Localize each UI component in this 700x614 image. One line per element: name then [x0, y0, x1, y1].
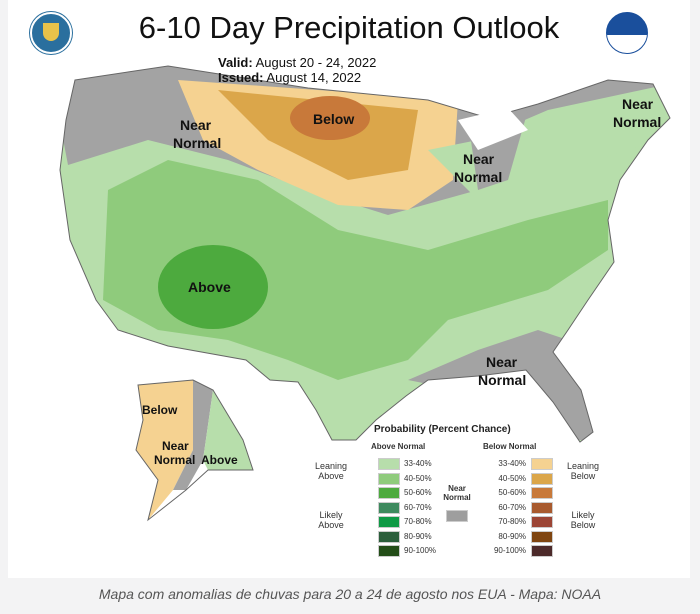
legend-above-swatch	[378, 516, 400, 528]
conus-regions	[60, 66, 670, 442]
legend-above-swatch	[378, 545, 400, 557]
commerce-seal-icon	[30, 12, 72, 54]
label-ak-below: Below	[142, 403, 178, 417]
legend-below-range: 90-100%	[493, 546, 526, 555]
legend-below-range: 70-80%	[498, 517, 526, 526]
label-near-ne: Near Normal	[613, 96, 661, 130]
caption: Mapa com anomalias de chuvas para 20 a 2…	[98, 586, 602, 602]
issued-date: Issued: August 14, 2022	[218, 70, 362, 85]
legend-below-range: 33-40%	[498, 459, 526, 468]
legend-below-header: Below Normal	[483, 442, 537, 451]
legend-below-swatch	[531, 458, 553, 470]
legend-above-range: 90-100%	[404, 546, 437, 555]
legend-below-swatch	[531, 545, 553, 557]
legend-likely-above: Likely Above	[318, 510, 344, 530]
legend-below-swatch	[531, 501, 553, 514]
legend-below-swatch	[531, 516, 553, 528]
legend-near-normal: Near Normal	[443, 484, 471, 502]
legend-below-range: 40-50%	[498, 473, 526, 483]
label-above: Above	[188, 279, 231, 295]
alaska	[135, 379, 254, 522]
valid-dates: Valid: August 20 - 24, 2022	[218, 55, 377, 70]
label-below: Below	[313, 111, 354, 127]
noaa-logo-icon	[606, 12, 648, 54]
label-near-nw: Near Normal	[173, 117, 221, 151]
legend-above-range: 70-80%	[404, 517, 432, 526]
legend-above-range: 40-50%	[404, 473, 432, 483]
legend-near-swatch	[446, 510, 468, 522]
legend-above-swatch	[378, 530, 400, 543]
legend-above-swatch	[378, 501, 400, 514]
above-50-60-core	[158, 245, 268, 329]
legend-likely-below: Likely Below	[570, 510, 596, 530]
legend-above-swatch	[378, 458, 400, 470]
legend-above-swatch	[378, 487, 400, 499]
below-core	[290, 96, 370, 140]
page-title: 6-10 Day Precipitation Outlook	[138, 10, 560, 45]
legend-above-header: Above Normal	[371, 442, 426, 451]
outlook-figure: Below Near Normal Near Normal Near Normal N…	[8, 0, 690, 578]
near-normal-southeast	[408, 330, 598, 440]
legend-below-range: 60-70%	[498, 502, 526, 512]
legend-above-range: 60-70%	[404, 502, 432, 512]
precipitation-map: Below Near Normal Near Normal Near Normal N…	[59, 65, 671, 522]
legend-below-swatch	[531, 530, 553, 543]
legend-title: Probability (Percent Chance)	[374, 424, 511, 435]
label-ak-above: Above	[201, 453, 238, 467]
label-ak-near: Near Normal	[154, 439, 195, 467]
legend-below-swatch	[531, 472, 553, 485]
label-near-lakes: Near Normal	[454, 151, 502, 185]
legend-above-range: 50-60%	[404, 488, 432, 497]
label-near-se: Near Normal	[478, 354, 526, 388]
legend-below-swatch	[531, 487, 553, 499]
legend-above-swatch	[378, 472, 400, 485]
legend-above-range: 80-90%	[404, 531, 432, 541]
legend-leaning-above: Leaning Above	[314, 461, 348, 481]
great-lakes	[458, 108, 528, 150]
legend-below-range: 50-60%	[498, 488, 526, 497]
legend-above-range: 33-40%	[404, 459, 432, 468]
legend-leaning-below: Leaning Below	[566, 461, 600, 481]
legend-below-range: 80-90%	[498, 531, 526, 541]
